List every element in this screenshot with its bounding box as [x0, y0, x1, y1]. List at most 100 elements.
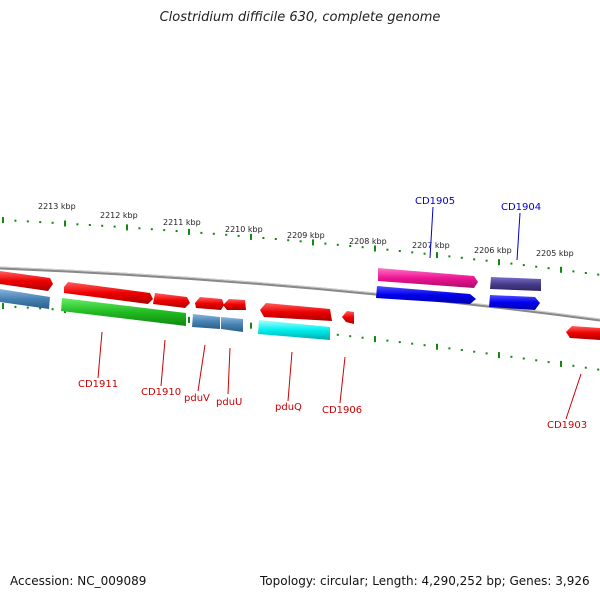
gene-label-cd1906: CD1906 — [322, 405, 362, 416]
scale-tick — [597, 273, 600, 276]
gene-label-cd1910: CD1910 — [141, 387, 181, 398]
scale-tick — [225, 233, 228, 236]
scale-tick — [274, 238, 277, 240]
scale-tick — [572, 270, 575, 273]
scale-tick — [361, 246, 364, 249]
scale-tick — [349, 245, 352, 247]
feature-red-cd1911-upper — [64, 282, 153, 304]
feature-red-pduq-upper — [260, 303, 332, 321]
callout-line-cd1905 — [429, 206, 434, 259]
callout-line-cd1904 — [516, 212, 521, 261]
gene-labels: CD1905 CD1904 CD1911 CD1910 pduV pduU pd… — [78, 196, 587, 431]
scale-tick — [398, 341, 401, 344]
scale-tick — [76, 223, 79, 226]
feature-steel-pduv — [192, 314, 220, 329]
scale-tick — [386, 339, 389, 342]
scale-tick — [26, 220, 29, 223]
scale-tick — [436, 252, 438, 259]
scale-tick — [26, 306, 29, 309]
scale-tick — [473, 258, 476, 261]
feature-red-pduv-upper — [195, 297, 224, 310]
gene-label-cd1911: CD1911 — [78, 379, 118, 390]
scale-label-2208: 2208 kbp — [349, 237, 387, 246]
callout-line-pduq — [287, 351, 293, 402]
callout-line-pduu — [227, 347, 231, 395]
feature-steel-left-edge — [0, 289, 50, 309]
scale-tick — [560, 360, 562, 367]
feature-steel-pduu — [221, 317, 243, 332]
scale-label-2209: 2209 kbp — [287, 231, 325, 240]
map-title: Clostridium difficile 630, complete geno… — [159, 10, 441, 25]
scale-tick — [374, 245, 376, 252]
scale-tick — [473, 350, 476, 353]
callout-line-cd1906 — [339, 356, 346, 404]
scale-tick — [386, 248, 389, 251]
scale-tick — [547, 361, 550, 364]
scale-ticks-upper — [2, 217, 600, 276]
scale-tick — [51, 221, 54, 224]
scale-tick — [411, 251, 414, 254]
scale-tick — [250, 233, 252, 240]
scale-tick — [101, 224, 104, 227]
scale-tick — [336, 333, 339, 336]
scale-tick — [436, 343, 438, 350]
scale-tick — [398, 250, 401, 252]
gene-label-pduv: pduV — [184, 393, 210, 404]
scale-tick — [237, 234, 240, 237]
scale-tick — [448, 255, 451, 258]
feature-blue-cd1904 — [489, 295, 540, 310]
scale-tick — [423, 344, 426, 347]
scale-tick — [411, 342, 414, 345]
scale-tick — [460, 256, 463, 259]
scale-tick — [498, 352, 500, 359]
scale-tick — [572, 364, 575, 367]
gene-label-pduq: pduQ — [275, 402, 302, 413]
feature-red-cd1906-upper — [342, 311, 354, 324]
feature-blue-cd1905 — [376, 286, 476, 304]
callout-lines — [97, 206, 582, 420]
scale-label-2205: 2205 kbp — [536, 249, 574, 258]
forward-features — [0, 268, 600, 340]
scale-tick — [535, 265, 538, 268]
scale-tick — [39, 307, 42, 310]
feature-red-left-edge — [0, 271, 53, 291]
scale-label-2210: 2210 kbp — [225, 225, 263, 234]
scale-tick — [448, 347, 451, 350]
feature-red-cd1910-upper — [153, 293, 190, 308]
feature-cyan-pduq — [258, 320, 330, 340]
callout-line-pduv — [197, 344, 206, 392]
gene-label-cd1905: CD1905 — [415, 196, 455, 207]
scale-tick — [560, 266, 562, 273]
callout-line-cd1903 — [565, 373, 582, 420]
scale-tick — [163, 229, 166, 232]
scale-tick — [597, 368, 600, 371]
scale-label-2212: 2212 kbp — [100, 211, 138, 220]
scale-tick — [374, 336, 376, 343]
feature-red-cd1903 — [566, 326, 600, 340]
scale-tick — [584, 366, 587, 369]
scale-tick — [460, 349, 463, 351]
scale-label-2206: 2206 kbp — [474, 246, 512, 255]
scale-label-2211: 2211 kbp — [163, 218, 201, 227]
scale-tick — [336, 243, 339, 246]
gene-label-cd1903: CD1903 — [547, 420, 587, 431]
genome-backbone — [0, 266, 600, 322]
scale-tick — [299, 240, 302, 243]
scale-tick — [138, 227, 141, 230]
scale-tick — [14, 305, 17, 308]
scale-tick — [361, 336, 364, 339]
feature-slate-cd1904 — [490, 277, 541, 291]
scale-tick — [584, 272, 587, 274]
feature-magenta-cd1905 — [378, 268, 478, 288]
scale-tick — [14, 219, 17, 222]
scale-tick — [126, 224, 128, 231]
gene-label-pduu: pduU — [216, 397, 242, 408]
scale-tick — [250, 322, 252, 329]
scale-tick — [535, 359, 538, 362]
scale-tick — [498, 259, 500, 266]
scale-tick — [212, 232, 215, 235]
scale-tick — [349, 335, 352, 338]
scale-label-2213: 2213 kbp — [38, 202, 76, 211]
scale-tick — [287, 239, 290, 242]
